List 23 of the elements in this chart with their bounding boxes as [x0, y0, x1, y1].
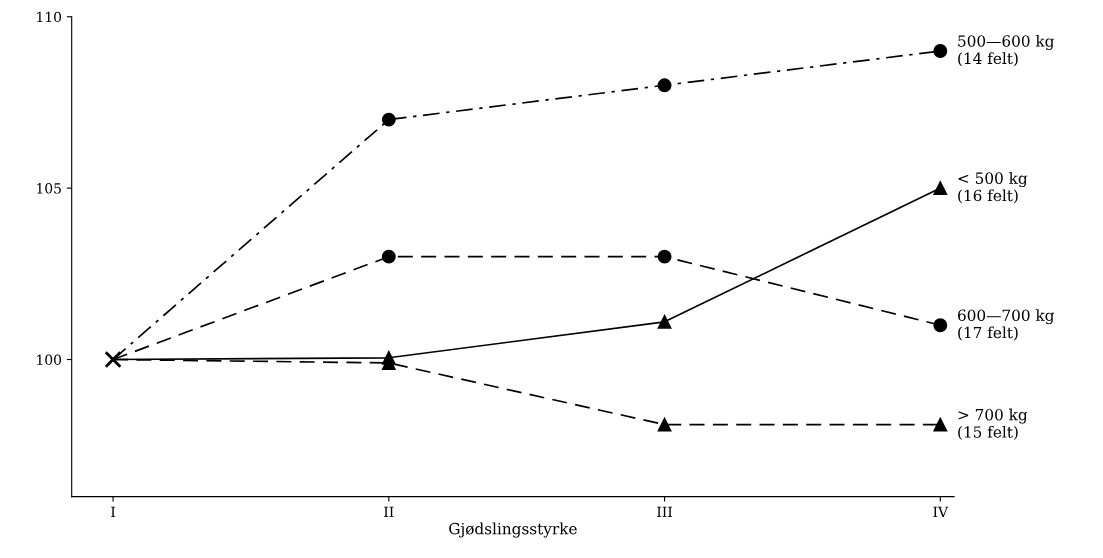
- point: [933, 181, 948, 196]
- point: [657, 78, 672, 93]
- x-tick-label: III: [657, 506, 673, 517]
- series-label: < 500 kg (16 felt): [958, 172, 1028, 204]
- point: [657, 314, 672, 329]
- x-tick-label: I: [111, 506, 116, 517]
- point: [381, 249, 396, 264]
- y-tick-label: 105: [37, 183, 61, 194]
- point: [933, 417, 948, 432]
- x-tick-label: II: [384, 506, 394, 517]
- series-label: 500—600 kg (14 felt): [958, 34, 1055, 67]
- y-tick-label: 110: [37, 11, 62, 23]
- point: [381, 112, 396, 127]
- point: [933, 318, 948, 333]
- y-tick-label: 100: [37, 354, 62, 365]
- series-label: 600—700 kg (17 felt): [958, 309, 1055, 341]
- point: [657, 417, 672, 432]
- x-tick-label: IV: [933, 506, 949, 517]
- point: [933, 44, 948, 58]
- series-label: > 700 kg (15 felt): [958, 408, 1028, 440]
- point: [104, 350, 122, 369]
- x-axis-title: Gjødslingsstyrke: [449, 522, 577, 538]
- point: [657, 249, 672, 264]
